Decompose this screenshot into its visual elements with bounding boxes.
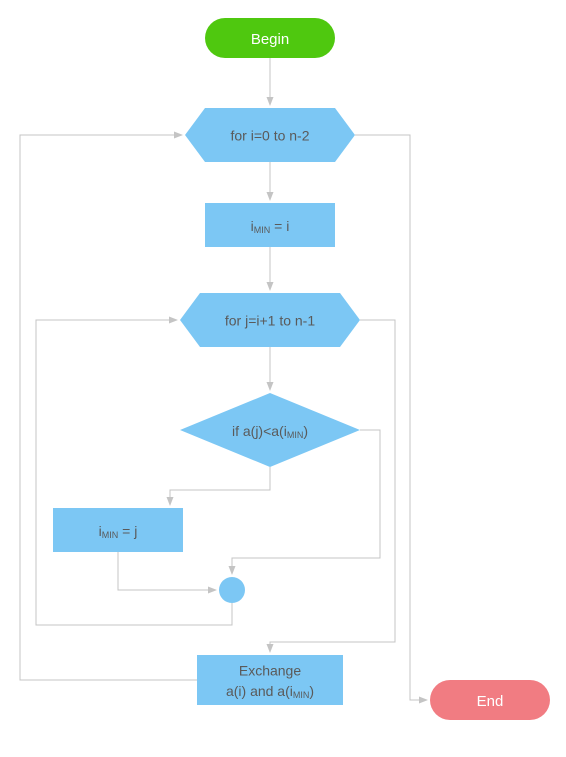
- edge-assignj-junction: [118, 552, 216, 590]
- exchange-line1: Exchange: [239, 663, 301, 679]
- edge-fori-end: [355, 135, 427, 700]
- for-j-label: for j=i+1 to n-1: [225, 313, 315, 329]
- edge-exchange-fori: [20, 135, 197, 680]
- node-for-i: for i=0 to n-2: [185, 108, 355, 162]
- node-for-j: for j=i+1 to n-1: [180, 293, 360, 347]
- begin-label: Begin: [251, 31, 289, 48]
- edge-junction-forj: [36, 320, 232, 625]
- end-label: End: [477, 693, 504, 710]
- node-junction: [219, 577, 245, 603]
- node-if: if a(j)<a(iMIN): [180, 393, 360, 467]
- edge-if-assignj: [170, 467, 270, 505]
- node-assign-j: iMIN = j: [53, 508, 183, 552]
- edge-forj-exchange: [270, 320, 395, 652]
- node-end: End: [430, 680, 550, 720]
- node-exchange: Exchange a(i) and a(iMIN): [197, 655, 343, 705]
- node-assign-i: iMIN = i: [205, 203, 335, 247]
- node-begin: Begin: [205, 18, 335, 58]
- for-i-label: for i=0 to n-2: [231, 128, 310, 144]
